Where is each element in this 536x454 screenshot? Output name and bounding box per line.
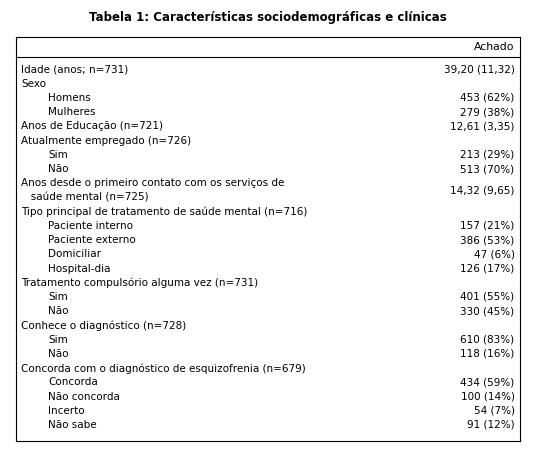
Text: Sim: Sim — [48, 150, 68, 160]
Text: 100 (14%): 100 (14%) — [460, 391, 515, 401]
Text: 434 (59%): 434 (59%) — [460, 377, 515, 387]
Text: Concorda: Concorda — [48, 377, 98, 387]
Text: Tipo principal de tratamento de saúde mental (n=716): Tipo principal de tratamento de saúde me… — [21, 207, 308, 217]
Text: Não: Não — [48, 349, 69, 359]
Text: 12,61 (3,35): 12,61 (3,35) — [450, 121, 515, 131]
Text: 118 (16%): 118 (16%) — [460, 349, 515, 359]
Text: Sim: Sim — [48, 335, 68, 345]
Text: Sim: Sim — [48, 292, 68, 302]
Text: Achado: Achado — [474, 42, 515, 52]
Text: Conhece o diagnóstico (n=728): Conhece o diagnóstico (n=728) — [21, 321, 187, 331]
Text: Incerto: Incerto — [48, 406, 85, 416]
Text: Paciente interno: Paciente interno — [48, 221, 133, 231]
Text: 14,32 (9,65): 14,32 (9,65) — [450, 185, 515, 195]
Text: Idade (anos; n=731): Idade (anos; n=731) — [21, 64, 129, 74]
Text: 386 (53%): 386 (53%) — [460, 235, 515, 245]
Text: saúde mental (n=725): saúde mental (n=725) — [21, 192, 149, 202]
Text: Tabela 1: Características sociodemográficas e clínicas: Tabela 1: Características sociodemográfi… — [89, 11, 447, 25]
Text: 157 (21%): 157 (21%) — [460, 221, 515, 231]
Text: Não: Não — [48, 164, 69, 174]
Text: Hospital-dia: Hospital-dia — [48, 263, 111, 274]
Text: Homens: Homens — [48, 93, 91, 103]
Text: Domiciliar: Domiciliar — [48, 249, 101, 259]
Text: 213 (29%): 213 (29%) — [460, 150, 515, 160]
Text: 54 (7%): 54 (7%) — [474, 406, 515, 416]
Text: Anos desde o primeiro contato com os serviços de: Anos desde o primeiro contato com os ser… — [21, 178, 285, 188]
Text: Paciente externo: Paciente externo — [48, 235, 136, 245]
Text: Atualmente empregado (n=726): Atualmente empregado (n=726) — [21, 136, 191, 146]
Text: 91 (12%): 91 (12%) — [467, 420, 515, 430]
Text: 513 (70%): 513 (70%) — [460, 164, 515, 174]
Text: Não concorda: Não concorda — [48, 391, 120, 401]
Text: Anos de Educação (n=721): Anos de Educação (n=721) — [21, 121, 163, 131]
Text: Sexo: Sexo — [21, 79, 47, 89]
Text: 39,20 (11,32): 39,20 (11,32) — [444, 64, 515, 74]
Text: 126 (17%): 126 (17%) — [460, 263, 515, 274]
Text: 47 (6%): 47 (6%) — [474, 249, 515, 259]
Text: 610 (83%): 610 (83%) — [460, 335, 515, 345]
Text: Mulheres: Mulheres — [48, 107, 96, 117]
Text: Não sabe: Não sabe — [48, 420, 97, 430]
Text: 330 (45%): 330 (45%) — [460, 306, 515, 316]
Text: 453 (62%): 453 (62%) — [460, 93, 515, 103]
Text: 401 (55%): 401 (55%) — [460, 292, 515, 302]
Text: 279 (38%): 279 (38%) — [460, 107, 515, 117]
Text: Não: Não — [48, 306, 69, 316]
Text: Tratamento compulsório alguma vez (n=731): Tratamento compulsório alguma vez (n=731… — [21, 278, 258, 288]
Text: Concorda com o diagnóstico de esquizofrenia (n=679): Concorda com o diagnóstico de esquizofre… — [21, 363, 306, 374]
